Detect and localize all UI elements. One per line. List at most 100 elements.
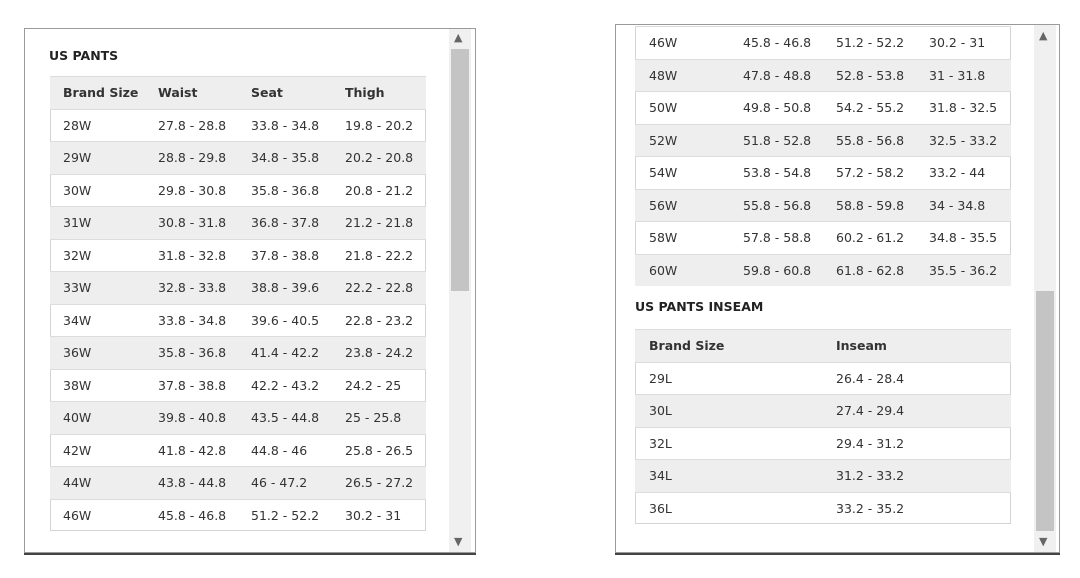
table-cell: 59.8 - 60.8 xyxy=(743,262,812,278)
table-row: 58W 57.8 - 58.8 60.2 - 61.2 34.8 - 35.5 xyxy=(635,221,1011,254)
table-row: 30L 27.4 - 29.4 xyxy=(635,394,1011,427)
table-cell: 29L xyxy=(649,370,672,386)
table-cell: 55.8 - 56.8 xyxy=(743,197,812,213)
table-cell: 28W xyxy=(63,117,92,133)
table-cell: 47.8 - 48.8 xyxy=(743,67,812,83)
table-row: 54W 53.8 - 54.8 57.2 - 58.2 33.2 - 44 xyxy=(635,156,1011,189)
table-cell: 36.8 - 37.8 xyxy=(251,215,320,230)
table-cell: 26.4 - 28.4 xyxy=(836,370,905,386)
table-cell: 28.8 - 29.8 xyxy=(158,150,227,165)
table-cell: 46 - 47.2 xyxy=(251,475,308,490)
table-cell: 32L xyxy=(649,435,672,451)
table-row: 30W 29.8 - 30.8 35.8 - 36.8 20.8 - 21.2 xyxy=(50,173,426,207)
table-cell: 25 - 25.8 xyxy=(345,410,402,425)
table-cell: 35.8 - 36.8 xyxy=(251,182,320,198)
table-cell: 48W xyxy=(649,67,678,83)
table-row: 29W 28.8 - 29.8 34.8 - 35.8 20.2 - 20.8 xyxy=(50,141,426,174)
table-cell: 50W xyxy=(649,100,678,115)
scroll-thumb[interactable] xyxy=(451,49,469,291)
table-cell: 30W xyxy=(63,182,92,198)
table-cell: 33W xyxy=(63,280,92,295)
table-cell: 53.8 - 54.8 xyxy=(743,165,812,180)
table-cell: 58W xyxy=(649,230,678,245)
table-cell: 34.8 - 35.5 xyxy=(929,230,998,245)
table-row: 34W 33.8 - 34.8 39.6 - 40.5 22.8 - 23.2 xyxy=(50,303,426,337)
table-row: 34L 31.2 - 33.2 xyxy=(635,459,1011,492)
table-cell: 42W xyxy=(63,442,92,458)
table-cell: 45.8 - 46.8 xyxy=(158,507,227,523)
table-cell: 41.4 - 42.2 xyxy=(251,345,320,360)
header-cell: Seat xyxy=(251,85,283,100)
table-cell: 45.8 - 46.8 xyxy=(743,35,812,50)
scroll-up[interactable]: ▲ xyxy=(454,31,463,44)
table-cell: 26.5 - 27.2 xyxy=(345,475,414,490)
table-cell: 31 - 31.8 xyxy=(929,67,986,83)
table-cell: 25.8 - 26.5 xyxy=(345,442,414,458)
table-cell: 41.8 - 42.8 xyxy=(158,442,227,458)
table-cell: 30L xyxy=(649,403,672,418)
left-panel: US PANTS ▲ ▼ Brand Size Waist Seat Thigh 28W… xyxy=(24,28,476,553)
table-row: 29L 26.4 - 28.4 xyxy=(635,361,1011,395)
scroll-down[interactable]: ▼ xyxy=(454,535,463,548)
table-cell: 51.8 - 52.8 xyxy=(743,132,812,148)
table-cell: 35.8 - 36.8 xyxy=(158,345,227,360)
table-cell: 57.8 - 58.8 xyxy=(743,230,812,245)
table-header: Brand Size Waist Seat Thigh xyxy=(50,76,426,109)
table-row: 36L 33.2 - 35.2 xyxy=(635,491,1011,525)
header-cell: Waist xyxy=(158,85,198,100)
table-header: Brand Size Inseam xyxy=(635,329,1011,362)
table-cell: 34L xyxy=(649,468,672,483)
table-cell: 61.8 - 62.8 xyxy=(836,262,905,278)
table-row: 28W 27.8 - 28.8 33.8 - 34.8 19.8 - 20.2 xyxy=(50,108,426,142)
table-cell: 57.2 - 58.2 xyxy=(836,165,905,180)
table-cell: 19.8 - 20.2 xyxy=(345,117,414,133)
table-cell: 60.2 - 61.2 xyxy=(836,230,905,245)
table-cell: 32.5 - 33.2 xyxy=(929,132,998,148)
table-cell: 55.8 - 56.8 xyxy=(836,132,905,148)
scroll-up[interactable]: ▲ xyxy=(1039,29,1048,42)
table-cell: 42.2 - 43.2 xyxy=(251,377,320,393)
table-cell: 20.2 - 20.8 xyxy=(345,150,414,165)
table-row: 46W 45.8 - 46.8 51.2 - 52.2 30.2 - 31 xyxy=(50,498,426,532)
table-cell: 20.8 - 21.2 xyxy=(345,182,414,198)
table-row: 46W 45.8 - 46.8 51.2 - 52.2 30.2 - 31 xyxy=(635,26,1011,59)
table-cell: 43.8 - 44.8 xyxy=(158,475,227,490)
table-cell: 37.8 - 38.8 xyxy=(251,247,320,263)
table-cell: 29W xyxy=(63,150,92,165)
table-cell: 35.5 - 36.2 xyxy=(929,262,998,278)
table-cell: 51.2 - 52.2 xyxy=(836,35,905,50)
table-cell: 34 - 34.8 xyxy=(929,197,986,213)
table-cell: 54W xyxy=(649,165,678,180)
table-cell: 52W xyxy=(649,132,678,148)
table-row: 31W 30.8 - 31.8 36.8 - 37.8 21.2 - 21.8 xyxy=(50,206,426,239)
table-cell: 27.8 - 28.8 xyxy=(158,117,227,133)
table-cell: 58.8 - 59.8 xyxy=(836,197,905,213)
table-row: 60W 59.8 - 60.8 61.8 - 62.8 35.5 - 36.2 xyxy=(635,253,1011,286)
table-cell: 31W xyxy=(63,215,92,230)
right-panel: US PANTS INSEAM ▲ ▼ 46W 45.8 - 46.8 51.2 -… xyxy=(615,24,1060,553)
table-cell: 24.2 - 25 xyxy=(345,377,402,393)
table-cell: 43.5 - 44.8 xyxy=(251,410,320,425)
table-cell: 52.8 - 53.8 xyxy=(836,67,905,83)
table-row: 32W 31.8 - 32.8 37.8 - 38.8 21.8 - 22.2 xyxy=(50,238,426,272)
scroll-thumb[interactable] xyxy=(1036,291,1054,531)
table-cell: 46W xyxy=(649,35,678,50)
table-cell: 31.8 - 32.8 xyxy=(158,247,227,263)
table-row: 40W 39.8 - 40.8 43.5 - 44.8 25 - 25.8 xyxy=(50,401,426,434)
table-cell: 60W xyxy=(649,262,678,278)
table-row: 32L 29.4 - 31.2 xyxy=(635,426,1011,460)
table-cell: 33.2 - 44 xyxy=(929,165,986,180)
table-cell: 27.4 - 29.4 xyxy=(836,403,905,418)
table-cell: 30.2 - 31 xyxy=(345,507,402,523)
table-cell: 31.2 - 33.2 xyxy=(836,468,905,483)
table-cell: 33.8 - 34.8 xyxy=(158,312,227,328)
scroll-down[interactable]: ▼ xyxy=(1039,535,1048,548)
table-cell: 34.8 - 35.8 xyxy=(251,150,320,165)
table-cell: 37.8 - 38.8 xyxy=(158,377,227,393)
table-cell: 30.8 - 31.8 xyxy=(158,215,227,230)
table-cell: 36L xyxy=(649,500,672,516)
table-cell: 23.8 - 24.2 xyxy=(345,345,414,360)
table-cell: 51.2 - 52.2 xyxy=(251,507,320,523)
table-row: 52W 51.8 - 52.8 55.8 - 56.8 32.5 - 33.2 xyxy=(635,123,1011,156)
